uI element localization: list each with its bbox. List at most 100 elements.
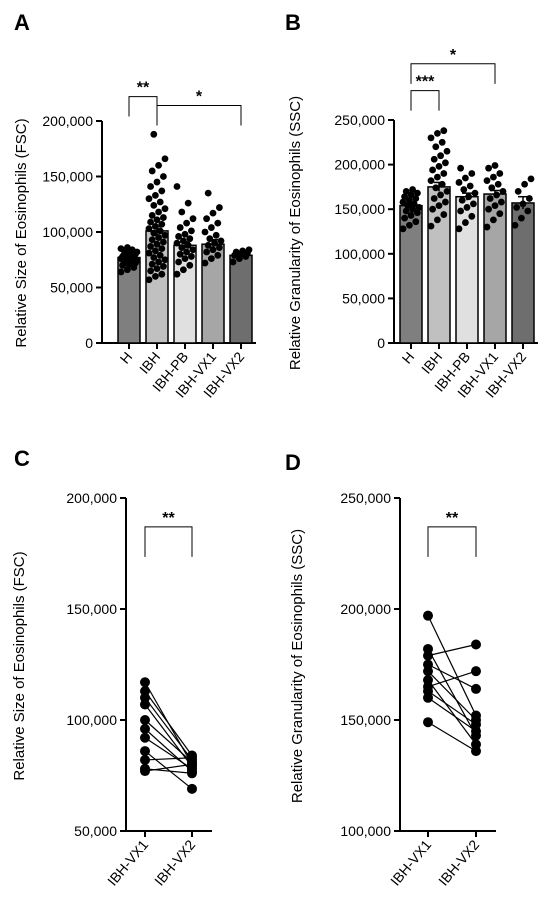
data-point <box>204 189 212 197</box>
data-point <box>483 177 491 185</box>
data-point <box>155 234 163 241</box>
y-tick-label: 150,000 <box>66 601 117 617</box>
data-point <box>181 255 189 263</box>
data-point <box>423 650 433 661</box>
data-point <box>434 129 441 137</box>
y-tick-label: 150,000 <box>42 169 93 185</box>
paired-line <box>427 721 477 752</box>
data-point <box>407 191 415 199</box>
data-point <box>491 202 499 210</box>
data-point <box>153 216 161 224</box>
data-point <box>175 233 183 240</box>
data-point <box>203 215 211 223</box>
data-point <box>435 202 443 210</box>
data-point <box>140 715 150 725</box>
data-point <box>217 237 225 245</box>
bar <box>229 254 253 344</box>
data-point <box>457 164 464 172</box>
data-point <box>462 174 469 182</box>
data-point <box>496 170 504 177</box>
data-point <box>148 236 156 244</box>
y-tick-label: 150,000 <box>340 712 391 728</box>
paired-line <box>427 670 477 688</box>
y-tick-label: 0 <box>377 335 385 351</box>
data-point <box>434 216 441 224</box>
data-point <box>150 201 158 209</box>
data-point <box>209 246 217 254</box>
data-point <box>443 147 451 155</box>
data-point <box>145 276 153 284</box>
y-tick-label: 200,000 <box>340 601 391 617</box>
data-point <box>140 723 150 734</box>
significance-label: * <box>450 47 457 64</box>
data-point <box>429 205 436 213</box>
data-point <box>150 130 158 138</box>
data-point <box>423 610 433 621</box>
data-point <box>471 746 481 757</box>
panel-letter-a: A <box>14 10 30 35</box>
paired-line <box>427 643 477 657</box>
data-point <box>189 246 197 254</box>
x-tick-label: IBH-VX1 <box>104 836 151 888</box>
y-tick-label: 50,000 <box>50 280 93 296</box>
paired-line <box>144 763 193 772</box>
y-tick-label: 100,000 <box>340 823 391 839</box>
data-point <box>160 238 167 246</box>
data-point <box>152 191 159 199</box>
data-point <box>491 162 499 169</box>
y-tick-label: 150,000 <box>334 201 385 217</box>
data-point <box>406 196 413 204</box>
data-point <box>415 204 423 211</box>
data-point <box>401 214 408 222</box>
data-point <box>432 143 440 151</box>
data-point <box>427 177 435 185</box>
x-tick-label: H <box>399 349 418 367</box>
x-tick-label: H <box>117 349 136 367</box>
data-point <box>468 170 476 177</box>
data-point <box>527 175 535 183</box>
y-tick-label: 50,000 <box>74 823 117 839</box>
data-point <box>490 173 497 181</box>
y-tick-label: 100,000 <box>42 224 93 240</box>
data-point <box>399 198 407 206</box>
data-point <box>511 221 519 229</box>
y-tick-label: 200,000 <box>66 490 117 506</box>
data-point <box>181 230 189 238</box>
data-point <box>175 258 183 266</box>
data-point <box>455 225 463 233</box>
data-point <box>156 251 164 259</box>
data-point <box>147 218 155 226</box>
data-point <box>153 178 161 186</box>
data-point <box>406 221 413 229</box>
data-point <box>437 152 444 160</box>
data-point <box>124 244 131 251</box>
data-point <box>466 182 474 190</box>
data-point <box>434 173 441 181</box>
data-point <box>435 162 443 170</box>
data-point <box>188 227 195 235</box>
data-point <box>152 247 159 255</box>
data-point <box>183 219 191 227</box>
panel-d: D Relative Granularity of Eosinophils (S… <box>285 450 496 889</box>
data-point <box>161 205 169 213</box>
data-point <box>147 183 155 190</box>
data-point <box>440 211 448 218</box>
data-point <box>187 759 197 770</box>
data-point <box>483 223 491 231</box>
significance-bracket <box>410 63 496 84</box>
data-point <box>488 184 496 192</box>
data-point <box>457 207 464 215</box>
paired-line <box>144 704 193 767</box>
data-point <box>440 170 448 177</box>
data-point <box>145 195 153 203</box>
data-point <box>173 270 181 278</box>
paired-line <box>144 697 193 761</box>
data-point <box>124 266 131 274</box>
y-axis-label: Relative Size of Eosinophils (FSC) <box>11 551 28 780</box>
data-point <box>148 260 156 268</box>
data-point <box>158 187 166 195</box>
paired-line <box>427 648 477 736</box>
data-point <box>214 219 222 227</box>
x-tick-label: IBH-VX1 <box>387 836 434 888</box>
